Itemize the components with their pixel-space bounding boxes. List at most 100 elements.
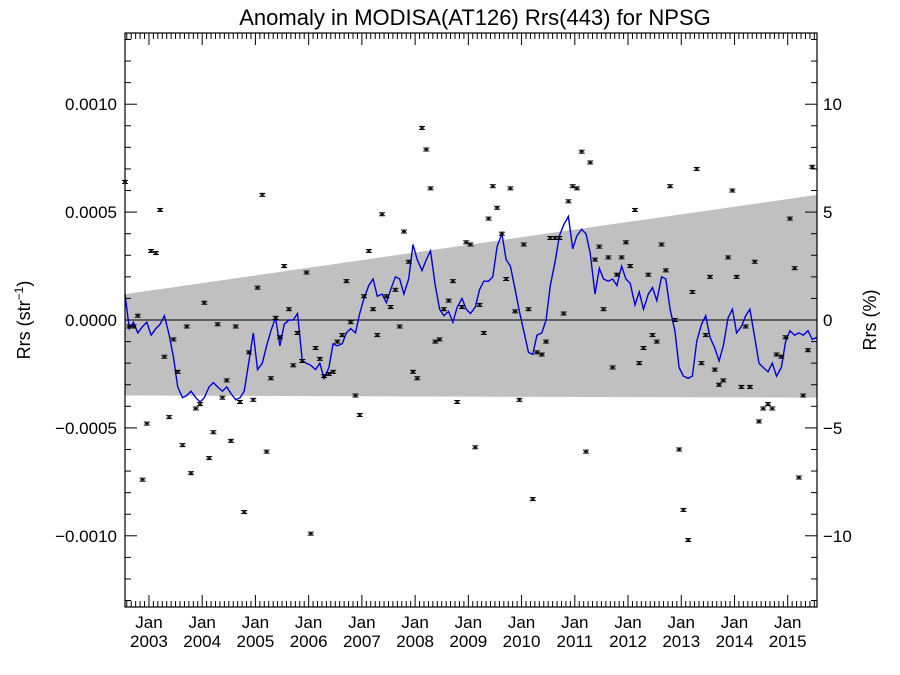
data-point	[605, 255, 612, 260]
anomaly-points	[122, 125, 816, 543]
x-tick-label-year: 2015	[769, 632, 807, 651]
right-axis-ticks	[805, 38, 817, 602]
data-point	[716, 382, 723, 387]
data-point	[560, 311, 567, 316]
data-point	[809, 164, 816, 169]
data-point	[281, 264, 288, 269]
bottom-axis-ticks	[126, 595, 815, 607]
data-point	[325, 371, 332, 376]
data-point	[246, 350, 253, 355]
data-point	[263, 449, 270, 454]
x-tick-label-month: Jan	[508, 613, 535, 632]
y-axis-label: Rrs (str−1)	[12, 281, 34, 360]
data-point	[321, 374, 328, 379]
data-point	[303, 270, 310, 275]
data-point	[480, 330, 487, 335]
data-point	[472, 445, 479, 450]
data-point	[316, 356, 323, 361]
data-point	[503, 277, 510, 281]
x-tick-label-month: Jan	[774, 613, 801, 632]
data-point	[157, 207, 164, 212]
data-point	[241, 510, 248, 515]
x-tick-label-year: 2014	[716, 632, 754, 651]
x-tick-label-year: 2012	[609, 632, 647, 651]
data-point	[206, 456, 213, 461]
y-tick-label: 0.0000	[65, 311, 117, 330]
x-tick-label-month: Jan	[242, 613, 269, 632]
data-point	[795, 475, 802, 480]
data-point	[285, 307, 292, 312]
data-point	[387, 305, 394, 310]
data-point	[618, 255, 625, 260]
data-point	[538, 352, 545, 357]
data-point	[400, 229, 407, 234]
x-tick-label-year: 2011	[557, 632, 594, 651]
data-point	[458, 305, 465, 310]
data-point	[356, 412, 363, 417]
data-point	[680, 507, 687, 512]
data-point	[516, 397, 523, 402]
data-point	[197, 402, 204, 407]
data-point	[449, 279, 456, 284]
y-tick-label: −0.0010	[55, 527, 117, 546]
data-point	[738, 384, 745, 389]
x-tick-label-month: Jan	[348, 613, 375, 632]
data-point	[370, 307, 377, 312]
data-point	[613, 272, 620, 277]
data-point	[188, 471, 195, 476]
data-point	[485, 216, 492, 221]
x-tick-label-month: Jan	[295, 613, 322, 632]
data-point	[622, 240, 629, 245]
data-point	[578, 149, 585, 154]
x-tick-label-year: 2003	[130, 632, 168, 651]
smoothed-anomaly-line	[124, 214, 818, 403]
data-point	[765, 402, 772, 407]
x-tick-label-month: Jan	[561, 613, 588, 632]
data-point	[161, 354, 168, 359]
data-point	[396, 324, 403, 329]
data-point	[214, 322, 221, 327]
data-point	[769, 406, 776, 411]
data-point	[729, 188, 736, 193]
data-point	[489, 184, 496, 189]
y2-tick-label: −10	[823, 527, 852, 546]
data-point	[148, 248, 155, 253]
x-tick-label-month: Jan	[455, 613, 482, 632]
data-point	[786, 216, 793, 221]
data-point	[534, 350, 541, 355]
data-point	[543, 339, 550, 344]
data-point	[343, 279, 350, 284]
data-point	[419, 125, 426, 130]
x-tick-label-month: Jan	[668, 613, 695, 632]
data-point	[658, 242, 665, 247]
data-point	[676, 447, 683, 452]
data-point	[299, 359, 306, 363]
data-point	[254, 285, 261, 290]
data-point	[232, 324, 239, 329]
data-point	[512, 309, 519, 314]
data-point	[596, 244, 603, 249]
data-point	[720, 378, 727, 383]
x-tick-label-month: Jan	[614, 613, 641, 632]
x-tick-label-year: 2009	[449, 632, 487, 651]
y-tick-label: −0.0005	[55, 419, 117, 438]
data-point	[755, 419, 762, 424]
data-point	[440, 307, 447, 312]
data-point	[707, 274, 714, 279]
data-point	[307, 531, 314, 536]
data-point	[573, 186, 580, 191]
data-point	[467, 242, 474, 247]
data-point	[592, 257, 599, 262]
data-point	[711, 367, 718, 372]
data-point	[409, 369, 416, 374]
data-point	[139, 477, 146, 482]
x-tick-label-month: Jan	[135, 613, 162, 632]
top-axis-ticks	[126, 33, 815, 45]
data-point	[432, 339, 439, 344]
data-point	[778, 354, 785, 359]
data-point	[166, 415, 173, 420]
x-tick-label-month: Jan	[188, 613, 215, 632]
data-point	[179, 443, 186, 448]
data-point	[445, 298, 452, 303]
